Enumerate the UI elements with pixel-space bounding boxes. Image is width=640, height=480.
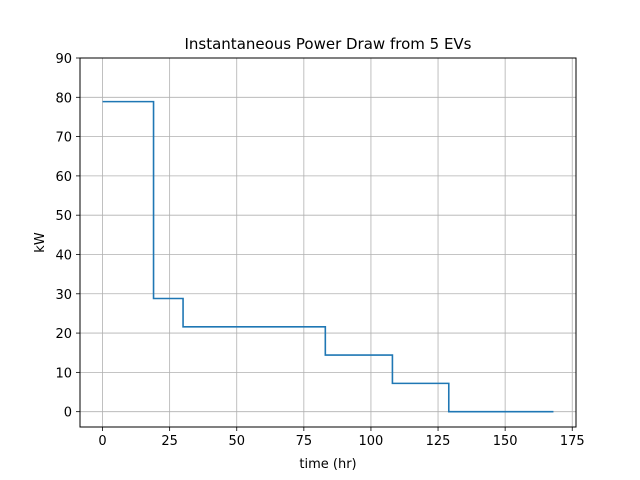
x-tick-label: 50 — [228, 434, 245, 449]
x-tick-label: 100 — [359, 434, 384, 449]
ticks: 0 25 50 75 100 125 150 175 0 10 20 30 40 50 60 70 80 90 — [55, 52, 584, 449]
x-tick-label: 150 — [493, 434, 518, 449]
x-tick-label: 0 — [98, 434, 106, 449]
y-tick-label: 80 — [55, 91, 72, 106]
series-layer — [102, 100, 554, 413]
y-tick-label: 50 — [55, 209, 72, 224]
y-tick-label: 40 — [55, 248, 72, 263]
x-axis-label: time (hr) — [299, 457, 356, 472]
y-tick-label: 30 — [55, 288, 72, 303]
x-tick-label: 125 — [426, 434, 451, 449]
y-tick-label: 20 — [55, 327, 72, 342]
x-tick-label: 175 — [560, 434, 585, 449]
plot-frame — [79, 57, 577, 428]
y-axis-label: kW — [33, 232, 48, 253]
chart-title: Instantaneous Power Draw from 5 EVs — [184, 35, 471, 53]
power-step-line — [102, 100, 554, 413]
y-tick-label: 0 — [64, 406, 72, 421]
x-tick-label: 75 — [296, 434, 313, 449]
x-tick-label: 25 — [161, 434, 178, 449]
y-tick-label: 70 — [55, 131, 72, 146]
y-tick-label: 60 — [55, 170, 72, 185]
y-tick-label: 10 — [55, 366, 72, 381]
y-tick-label: 90 — [55, 52, 72, 67]
